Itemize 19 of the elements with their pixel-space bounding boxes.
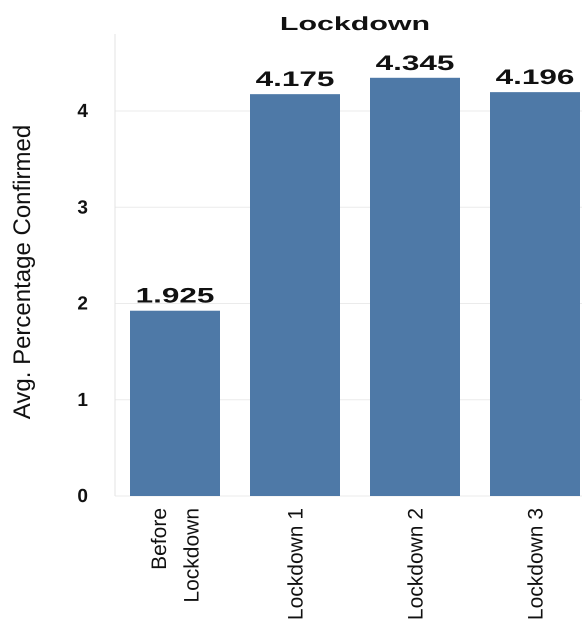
- y-tick-label: 3: [77, 197, 88, 218]
- x-tick-label: Lockdown 2: [404, 508, 428, 620]
- y-tick-label: 2: [77, 294, 88, 315]
- bar: [490, 92, 580, 496]
- bar: [250, 94, 340, 496]
- chart-title: Lockdown: [280, 14, 430, 34]
- bar: [370, 78, 460, 496]
- data-label: 4.175: [256, 67, 335, 91]
- data-label: 4.196: [496, 65, 574, 89]
- x-tick-label: Lockdown 1: [284, 508, 308, 620]
- y-axis-title: Avg. Percentage Confirmed: [9, 124, 36, 420]
- y-tick-label: 0: [77, 486, 88, 508]
- x-tick-label: Lockdown 3: [524, 508, 548, 620]
- bar: [130, 310, 220, 496]
- data-label: 4.345: [376, 50, 455, 74]
- data-label: 1.925: [136, 284, 215, 308]
- y-tick-label: 4: [77, 101, 88, 122]
- x-tick-label: Before Lockdown: [148, 508, 204, 603]
- y-tick-label: 1: [77, 390, 88, 411]
